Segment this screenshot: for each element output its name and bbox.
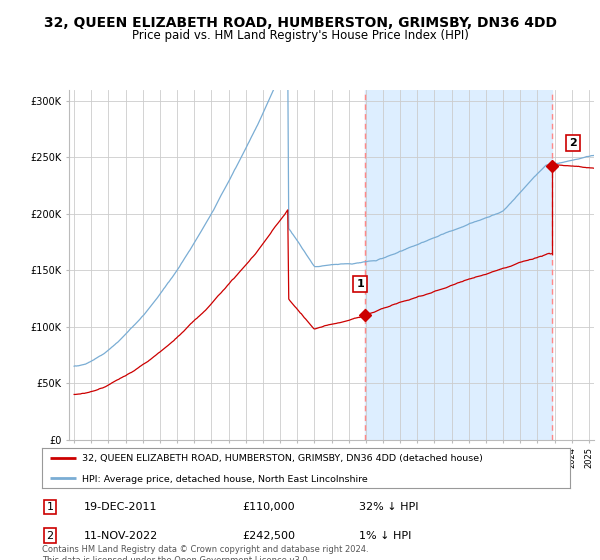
Text: 2: 2 [569,138,577,148]
Text: £242,500: £242,500 [242,531,296,540]
Text: 19-DEC-2011: 19-DEC-2011 [84,502,158,512]
Text: 1: 1 [356,279,364,289]
Text: 1% ↓ HPI: 1% ↓ HPI [359,531,411,540]
Text: HPI: Average price, detached house, North East Lincolnshire: HPI: Average price, detached house, Nort… [82,474,367,483]
Text: 32% ↓ HPI: 32% ↓ HPI [359,502,418,512]
Text: 2: 2 [46,531,53,540]
Text: 1: 1 [46,502,53,512]
Bar [365,90,553,440]
Text: Price paid vs. HM Land Registry's House Price Index (HPI): Price paid vs. HM Land Registry's House … [131,29,469,42]
Text: 32, QUEEN ELIZABETH ROAD, HUMBERSTON, GRIMSBY, DN36 4DD: 32, QUEEN ELIZABETH ROAD, HUMBERSTON, GR… [44,16,557,30]
Text: 32, QUEEN ELIZABETH ROAD, HUMBERSTON, GRIMSBY, DN36 4DD (detached house): 32, QUEEN ELIZABETH ROAD, HUMBERSTON, GR… [82,454,482,463]
Text: £110,000: £110,000 [242,502,295,512]
Text: 11-NOV-2022: 11-NOV-2022 [84,531,158,540]
Text: Contains HM Land Registry data © Crown copyright and database right 2024.
This d: Contains HM Land Registry data © Crown c… [42,545,368,560]
